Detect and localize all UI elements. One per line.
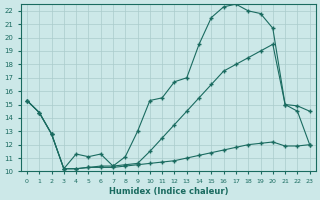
X-axis label: Humidex (Indice chaleur): Humidex (Indice chaleur) xyxy=(108,187,228,196)
